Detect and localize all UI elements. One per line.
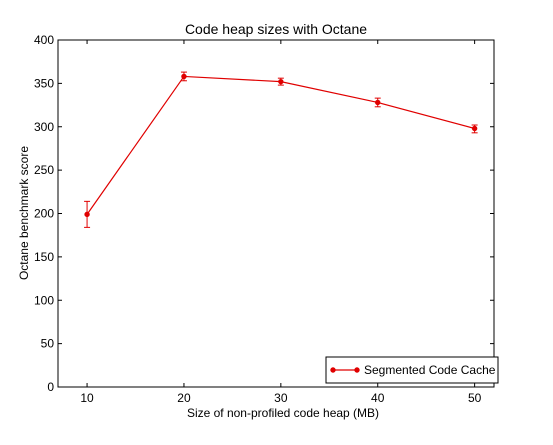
y-tick-label: 300 [34,120,54,134]
y-axis-label: Octane benchmark score [17,146,31,280]
x-axis: 10 20 30 40 50 [80,40,482,405]
legend: Segmented Code Cache [325,356,499,384]
y-tick-label: 200 [34,207,54,221]
data-point [375,99,381,106]
x-tick-label: 10 [80,391,94,405]
y-tick-label: 250 [34,163,54,177]
y-tick-label: 50 [41,337,55,351]
x-tick-label: 30 [274,391,288,405]
y-tick-label: 350 [34,76,54,90]
data-point [84,211,90,218]
y-tick-label: 150 [34,250,54,264]
y-tick-label: 400 [34,33,54,47]
x-tick-label: 20 [177,391,191,405]
plot-area [57,39,495,388]
data-point [278,78,284,85]
series-line [86,75,475,215]
y-tick-label: 0 [47,380,54,394]
data-point [181,73,187,80]
legend-marker [330,367,336,373]
y-axis: 0 50 100 150 200 250 300 350 400 [34,33,494,394]
legend-label: Segmented Code Cache [364,363,496,377]
series-layer [84,71,478,228]
x-axis-label: Size of non-profiled code heap (MB) [187,406,379,420]
x-tick-label: 40 [371,391,385,405]
chart-title: Code heap sizes with Octane [185,21,367,37]
x-tick-label: 50 [468,391,482,405]
data-point [471,125,478,132]
y-tick-label: 100 [34,293,54,307]
legend-marker [354,367,360,373]
